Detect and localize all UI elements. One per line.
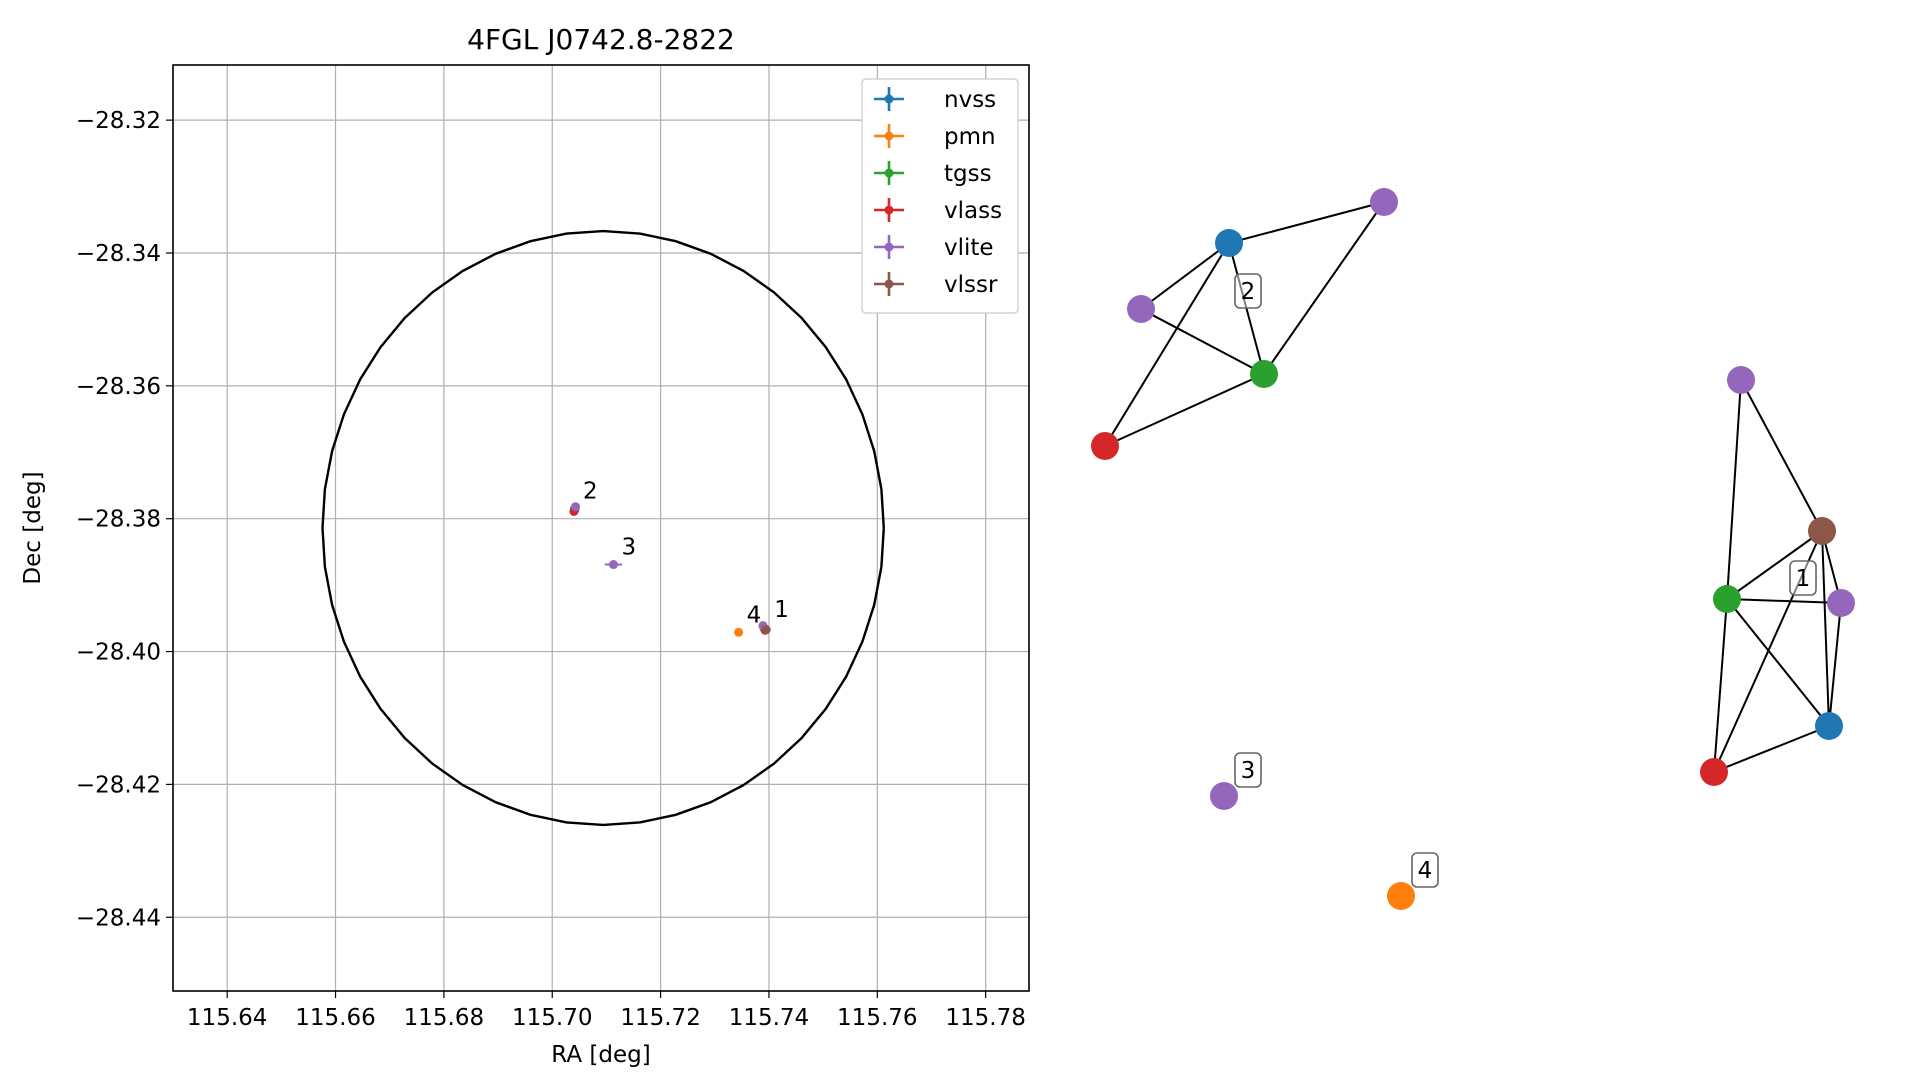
nvss-node — [1215, 229, 1243, 257]
ellipse-layer — [321, 229, 885, 827]
nvss-node — [1815, 712, 1843, 740]
graph-edge — [1104, 373, 1265, 447]
graph-edge — [1726, 598, 1830, 727]
vlite-point — [608, 560, 618, 570]
graph-edge — [1140, 308, 1265, 375]
graph-edge — [1713, 725, 1830, 773]
vlite-node — [1127, 295, 1155, 323]
scatter-title: 4FGL J0742.8-2822 — [467, 23, 735, 56]
cluster-label: 3 — [1241, 758, 1256, 784]
cluster-label-box — [1411, 852, 1439, 888]
source-annotation: 2 — [583, 479, 598, 505]
graph-edge — [1740, 379, 1823, 532]
vlite-node — [1370, 188, 1398, 216]
graph-edge — [1104, 242, 1230, 447]
graph-edge — [1726, 598, 1842, 604]
legend-label-vlass: vlass — [944, 198, 1002, 224]
graph-edge — [1228, 201, 1385, 244]
graph-edge — [1263, 201, 1385, 375]
legend: nvss pmn tgss vlass vlite vlssr — [861, 78, 1019, 314]
vlite-node — [1827, 589, 1855, 617]
tgss-node — [1713, 585, 1741, 613]
graph-edge — [1140, 242, 1230, 310]
x-axis-label: RA [deg] — [551, 1042, 650, 1068]
cluster-label: 1 — [1796, 566, 1811, 592]
x-tick-label: 115.72 — [620, 1005, 700, 1031]
y-tick-label: −28.40 — [76, 640, 161, 666]
graph-panel: 1 2 3 4 — [1091, 188, 1855, 910]
legend-box — [861, 78, 1019, 314]
legend-label-tgss: tgss — [944, 161, 992, 187]
cluster-label: 4 — [1418, 858, 1433, 884]
graph-edge — [1828, 602, 1842, 727]
x-tick-label: 115.66 — [295, 1005, 375, 1031]
x-tick-label: 115.74 — [729, 1005, 809, 1031]
vlssr-point — [761, 625, 771, 635]
cluster-label: 2 — [1241, 279, 1256, 305]
cluster-4: 4 — [1387, 852, 1439, 910]
source-annotation: 4 — [747, 602, 762, 628]
x-tick-label: 115.70 — [512, 1005, 592, 1031]
graph-edge — [1726, 530, 1823, 600]
grid-layer — [173, 65, 1029, 991]
y-tick-label: −28.34 — [76, 241, 161, 267]
cluster-1: 1 — [1700, 366, 1855, 786]
legend-marker — [884, 168, 894, 178]
legend-marker — [884, 205, 894, 215]
y-axis-label: Dec [deg] — [20, 471, 46, 584]
y-tick-label: −28.32 — [76, 108, 161, 134]
y-tick-label: −28.36 — [76, 374, 161, 400]
y-ticks: −28.32 −28.34 −28.36 −28.38 −28.40 −28.42 −28.… — [76, 108, 173, 931]
pmn-node — [1387, 882, 1415, 910]
vlite-point — [571, 502, 581, 512]
x-tick-label: 115.76 — [837, 1005, 917, 1031]
legend-marker — [884, 94, 894, 104]
legend-label-nvss: nvss — [944, 87, 996, 113]
legend-label-pmn: pmn — [944, 124, 996, 150]
y-tick-label: −28.42 — [76, 772, 161, 798]
vlite-node — [1727, 366, 1755, 394]
legend-label-vlite: vlite — [944, 235, 994, 261]
points-layer — [569, 502, 771, 637]
vlass-node — [1091, 432, 1119, 460]
legend-marker — [884, 242, 894, 252]
axes-frame — [172, 64, 1030, 992]
x-tick-label: 115.68 — [404, 1005, 484, 1031]
y-tick-label: −28.38 — [76, 507, 161, 533]
legend-label-vlssr: vlssr — [944, 272, 998, 298]
graph-edge — [1713, 598, 1728, 773]
vlite-node — [1210, 782, 1238, 810]
cluster-label-box — [1234, 273, 1262, 309]
cluster-2: 2 — [1091, 188, 1398, 460]
cluster-label-box — [1789, 560, 1817, 596]
legend-marker — [884, 279, 894, 289]
x-ticks: 115.64 115.66 115.68 115.70 115.72 115.74 115.… — [187, 991, 1026, 1031]
source-annotation: 1 — [774, 597, 789, 623]
x-tick-label: 115.64 — [187, 1005, 267, 1031]
x-tick-label: 115.78 — [945, 1005, 1025, 1031]
cluster-3: 3 — [1210, 752, 1262, 810]
pmn-point — [734, 627, 744, 637]
error-ellipse — [321, 229, 885, 827]
source-annotation: 3 — [621, 535, 636, 561]
vlssr-node — [1808, 517, 1836, 545]
y-tick-label: −28.44 — [76, 905, 161, 931]
legend-marker — [884, 131, 894, 141]
graph-edge — [1821, 530, 1830, 727]
cluster-label-box — [1234, 752, 1262, 788]
graph-edge — [1726, 379, 1742, 600]
vlass-node — [1700, 758, 1728, 786]
tgss-node — [1250, 360, 1278, 388]
annotation-layer: 1 2 3 4 — [583, 479, 789, 629]
